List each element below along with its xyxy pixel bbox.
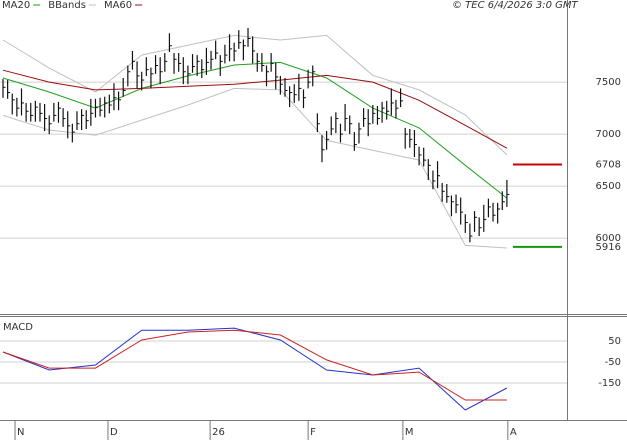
y-tick-label: 7500 (596, 77, 621, 88)
indicator-line (2, 34, 508, 156)
macd-line (2, 329, 507, 401)
legend-label: MA60 (104, 0, 132, 11)
indicator-line (2, 69, 508, 149)
x-tick-label: F (310, 427, 316, 438)
panel-title: MACD (3, 322, 33, 333)
level-label: 5916 (596, 242, 621, 253)
y-tick-label: 7000 (596, 129, 621, 140)
legend-label: MA20 (2, 0, 30, 11)
indicator-line (2, 87, 507, 249)
legend-label: BBands (48, 0, 86, 11)
x-tick-label: N (17, 427, 24, 438)
y-tick-label: 50 (608, 336, 621, 347)
x-tick-label: 26 (212, 427, 225, 438)
x-tick-label: D (110, 427, 118, 438)
y-tick-label: -50 (605, 357, 621, 368)
source-note: © TEC 6/4/2026 3:0 GMT (452, 0, 579, 11)
y-tick-label: -150 (598, 378, 621, 389)
y-tick-label: 6500 (596, 181, 621, 192)
x-tick-label: M (405, 427, 414, 438)
x-tick-label: A (510, 427, 517, 438)
y-tick-label: 6000 (596, 233, 621, 244)
macd-line (2, 327, 508, 411)
level-label: 6708 (596, 160, 621, 171)
